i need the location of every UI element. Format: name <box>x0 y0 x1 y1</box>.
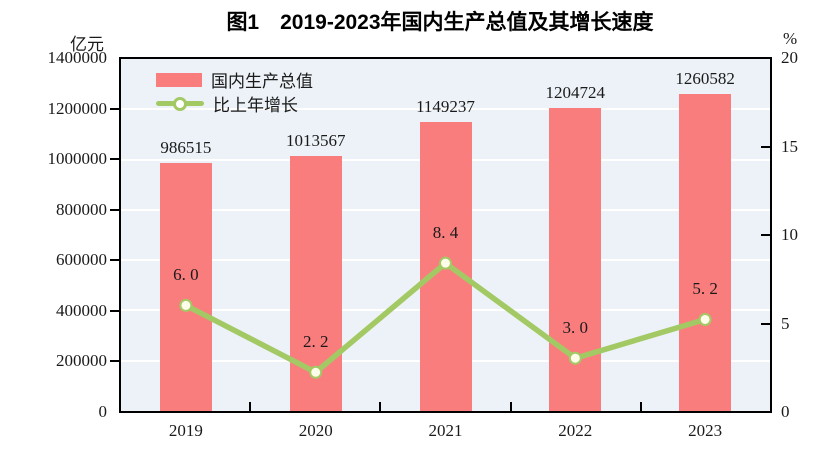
bar-value-label: 986515 <box>160 137 212 157</box>
bar-value-label: 1204724 <box>545 83 606 103</box>
right-axis-tick-mark <box>761 145 770 148</box>
chart-title: 图1 2019-2023年国内生产总值及其增长速度 <box>226 11 654 34</box>
bar-2019 <box>159 162 212 411</box>
y-axis-left-tick-label: 400000 <box>56 300 107 320</box>
legend-item-growth: 比上年增长 <box>156 95 313 115</box>
line-marker-icon <box>179 298 193 312</box>
line-value-label: 2. 2 <box>302 332 329 352</box>
x-axis-label-2020: 2020 <box>298 421 333 440</box>
y-axis-right-tick-label: 10 <box>781 225 798 244</box>
line-marker-icon <box>439 256 452 270</box>
line-marker-icon <box>309 365 323 379</box>
gridline <box>121 108 770 111</box>
y-axis-right-tick-label: 20 <box>781 48 798 67</box>
y-axis-left-tick-label: 1000000 <box>47 149 108 169</box>
right-axis-tick-mark <box>761 322 770 325</box>
line-value-label: 6. 0 <box>173 265 199 285</box>
y-axis-right-tick-label: 15 <box>781 136 798 156</box>
y-axis-left-tick-label: 600000 <box>56 250 107 270</box>
x-axis-tick-mark <box>379 402 382 411</box>
legend-label-growth: 比上年增长 <box>213 96 298 115</box>
y-axis-right-tick-label: 5 <box>781 313 790 333</box>
bar-value-label: 1149237 <box>416 97 475 117</box>
x-axis-label-2023: 2023 <box>688 421 723 440</box>
y-axis-left-tick-label: 200000 <box>56 351 107 371</box>
line-marker-icon <box>568 351 582 365</box>
gdp-bar-swatch <box>156 72 202 87</box>
legend-label-gdp: 国内生产总值 <box>211 72 313 91</box>
bar-value-label: 1260582 <box>675 69 735 89</box>
plot-area: 986515 1013567 1149237 1204724 1260582 6. 0 2.… <box>119 57 772 413</box>
left-axis-unit-label: 亿元 <box>70 35 104 54</box>
bar-2023 <box>679 94 732 411</box>
y-axis-left-tick-label: 1200000 <box>47 98 108 118</box>
left-axis-tick-mark <box>110 107 119 110</box>
left-axis-tick-mark <box>110 208 119 211</box>
right-axis-unit-label: % <box>783 29 798 48</box>
line-marker-icon <box>698 312 712 326</box>
x-axis-tick-mark <box>509 402 512 411</box>
y-axis-left-tick-label: 800000 <box>56 199 107 219</box>
x-axis-tick-mark <box>639 402 642 411</box>
line-value-label: 3. 0 <box>562 318 589 338</box>
y-axis-left-tick-label: 0 <box>98 402 108 421</box>
legend: 国内生产总值 比上年增长 <box>156 71 313 115</box>
bar-value-label: 1013567 <box>285 131 346 151</box>
left-axis-tick-mark <box>110 259 119 262</box>
growth-line-swatch <box>156 95 204 112</box>
legend-item-gdp: 国内生产总值 <box>156 71 313 91</box>
x-axis-label-2021: 2021 <box>428 421 463 440</box>
right-axis-tick-mark <box>761 234 770 236</box>
legend-line-marker-icon <box>173 96 187 111</box>
y-axis-left-tick-label: 1400000 <box>47 48 108 67</box>
left-axis-tick-mark <box>110 158 119 161</box>
left-axis-tick-mark <box>110 309 119 312</box>
line-value-label: 5. 2 <box>692 279 718 299</box>
left-axis-tick-mark <box>110 360 119 363</box>
x-axis-label-2019: 2019 <box>168 421 203 440</box>
y-axis-right-tick-label: 0 <box>781 402 790 421</box>
x-axis-tick-mark <box>249 402 252 411</box>
line-value-label: 8. 4 <box>432 223 459 243</box>
growth-line <box>179 256 712 379</box>
x-axis-label-2022: 2022 <box>558 421 593 440</box>
